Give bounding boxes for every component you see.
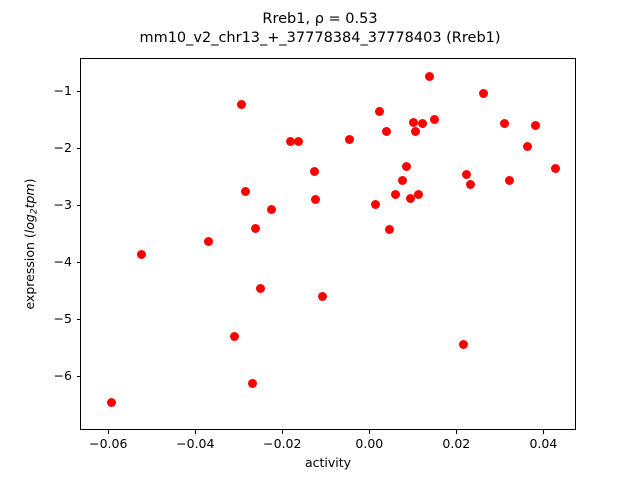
data-point xyxy=(531,121,541,131)
y-axis-label-suffix: ) xyxy=(22,178,37,184)
data-point xyxy=(413,190,423,200)
plot-axes xyxy=(80,58,576,430)
x-tick-label: −0.04 xyxy=(176,436,215,451)
data-point xyxy=(405,194,415,204)
x-tick-mark xyxy=(369,430,371,434)
x-tick-mark xyxy=(456,430,458,434)
x-tick-mark xyxy=(108,430,110,434)
data-point xyxy=(478,88,488,98)
y-tick-label: −2 xyxy=(53,140,72,155)
y-axis-label: expression (log2tpm) xyxy=(22,58,39,430)
data-point xyxy=(136,250,146,260)
data-point xyxy=(293,137,303,147)
y-tick-label: −1 xyxy=(53,83,72,99)
x-tick-mark xyxy=(282,430,284,434)
data-point xyxy=(401,161,411,171)
data-point xyxy=(240,187,250,197)
y-tick-mark xyxy=(76,204,80,206)
data-point xyxy=(409,118,419,128)
data-point xyxy=(418,118,428,128)
data-point xyxy=(286,136,296,146)
data-point xyxy=(256,283,266,293)
y-axis-label-math-base: log xyxy=(22,214,37,234)
data-point xyxy=(310,167,320,177)
y-tick-label: −3 xyxy=(53,196,72,212)
x-tick-mark xyxy=(195,430,197,434)
x-tick-label: 0.04 xyxy=(529,436,558,451)
data-point xyxy=(505,175,515,185)
x-tick-label: 0.00 xyxy=(355,436,384,451)
data-point xyxy=(465,179,475,189)
data-point xyxy=(267,204,277,214)
title-line-secondary: mm10_v2_chr13_+_37778384_37778403 (Rreb1… xyxy=(139,30,501,46)
x-tick-label: −0.06 xyxy=(89,436,128,451)
data-point xyxy=(462,170,472,180)
data-point xyxy=(430,114,440,124)
data-point xyxy=(550,163,560,173)
y-tick-mark xyxy=(76,148,80,149)
data-point xyxy=(107,398,117,408)
x-tick-label: 0.02 xyxy=(442,436,471,451)
data-point xyxy=(411,127,421,137)
data-point xyxy=(317,292,327,302)
data-point xyxy=(499,119,509,129)
data-point xyxy=(385,225,395,235)
x-axis-label: activity xyxy=(304,455,352,470)
y-tick-mark xyxy=(76,318,80,320)
y-axis-label-math-sub: 2 xyxy=(29,208,40,215)
figure-title: Rreb1, ρ = 0.53 mm10_v2_chr13_+_37778384… xyxy=(0,10,640,48)
data-point xyxy=(311,195,320,205)
y-tick-label: −5 xyxy=(53,310,72,326)
data-point xyxy=(391,190,401,200)
x-tick-mark xyxy=(543,430,545,434)
data-point xyxy=(523,141,533,151)
data-point xyxy=(230,331,240,341)
data-point xyxy=(345,135,355,145)
data-point xyxy=(382,127,392,137)
y-axis-label-prefix: expression ( xyxy=(22,233,37,310)
y-axis-label-math-tail: tpm xyxy=(22,183,37,209)
x-tick-label: −0.02 xyxy=(263,436,302,451)
data-point xyxy=(203,237,213,247)
y-tick-label: −6 xyxy=(53,367,72,383)
data-point xyxy=(371,200,381,210)
data-point xyxy=(459,339,469,349)
data-point xyxy=(398,176,408,186)
plot-area xyxy=(81,59,575,429)
data-point xyxy=(247,379,257,389)
title-line-primary: Rreb1, ρ = 0.53 xyxy=(262,11,378,27)
data-point xyxy=(424,71,434,81)
y-tick-mark xyxy=(76,261,80,263)
y-tick-mark xyxy=(76,91,80,93)
y-tick-mark xyxy=(76,375,80,377)
data-point xyxy=(250,224,260,234)
data-point xyxy=(375,107,385,117)
y-tick-label: −4 xyxy=(53,253,72,269)
data-point xyxy=(237,100,247,110)
